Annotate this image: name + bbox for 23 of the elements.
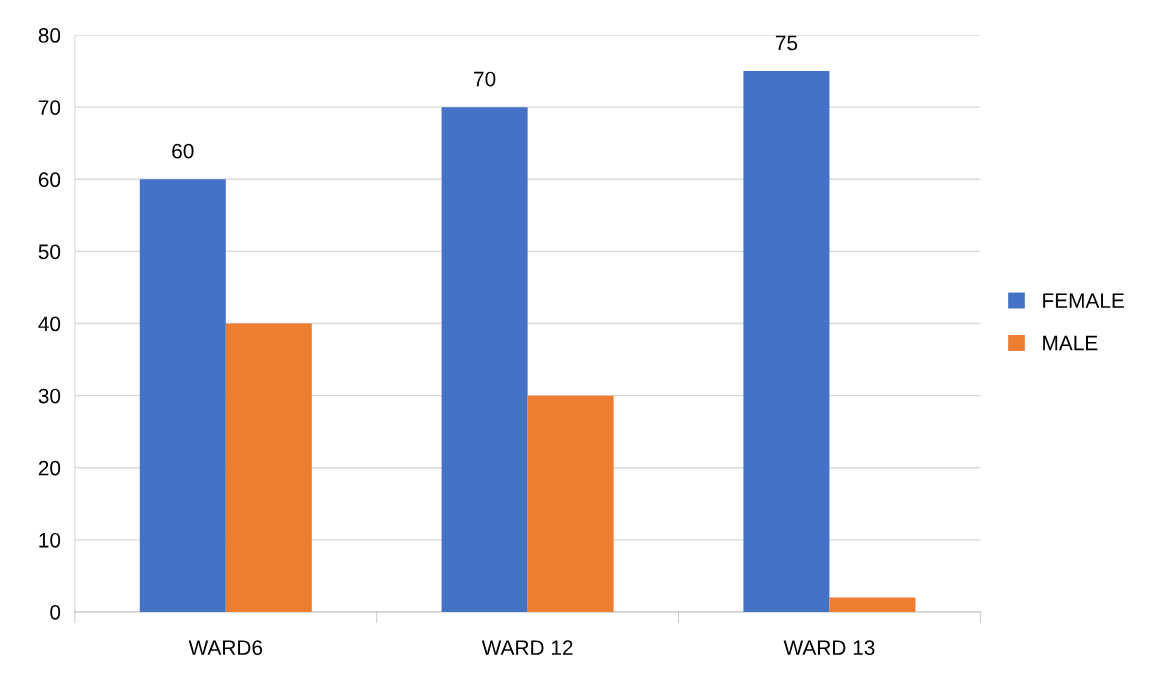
- y-tick-label: 70: [38, 100, 61, 115]
- y-tick-label: 10: [39, 532, 61, 548]
- bar: [743, 71, 830, 612]
- y-tick-label: 0: [50, 604, 61, 620]
- bar: [527, 395, 614, 612]
- bar: [225, 323, 312, 612]
- data-label: 75: [775, 35, 798, 51]
- data-label: 70: [474, 71, 496, 87]
- x-tick-label: WARD6: [188, 640, 263, 656]
- y-tick-label: 60: [38, 172, 61, 188]
- legend-label: MALE: [1043, 335, 1098, 351]
- y-tick-label: 80: [38, 28, 61, 43]
- bar: [139, 179, 226, 612]
- y-tick-label: 20: [38, 460, 61, 476]
- y-tick-label: 30: [38, 388, 61, 404]
- bar: [441, 107, 528, 612]
- x-tick-label: WARD 12: [481, 640, 573, 655]
- x-tick-label: WARD 13: [783, 640, 875, 656]
- data-label: 60: [172, 143, 194, 159]
- bar: [829, 597, 916, 612]
- y-tick-label: 40: [38, 316, 61, 332]
- legend-label: FEMALE: [1043, 293, 1124, 308]
- y-tick-label: 50: [38, 244, 61, 260]
